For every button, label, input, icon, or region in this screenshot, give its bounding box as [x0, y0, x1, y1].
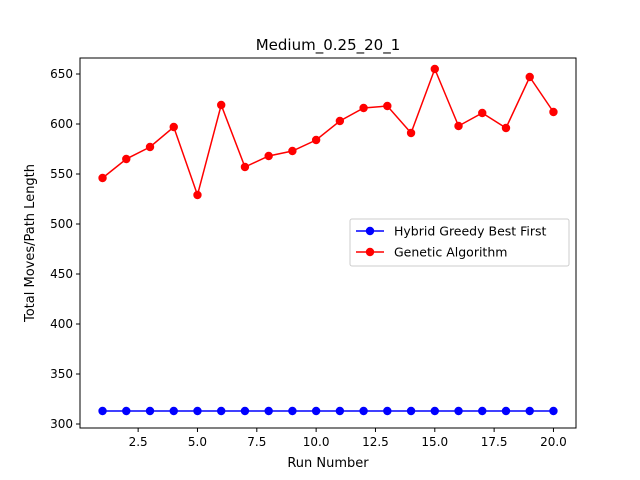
data-point [430, 64, 439, 74]
data-point [501, 406, 511, 416]
data-point [169, 406, 178, 416]
y-axis-label: Total Moves/Path Length [23, 164, 38, 323]
data-point [169, 122, 178, 132]
y-tick-label: 450 [50, 267, 73, 281]
chart-title: Medium_0.25_20_1 [256, 36, 401, 55]
y-tick-label: 650 [50, 67, 73, 81]
y-tick-label: 600 [50, 117, 73, 131]
data-point [311, 135, 321, 145]
data-point [217, 406, 226, 416]
data-point [288, 146, 297, 156]
y-tick-label: 400 [50, 317, 73, 331]
data-point [98, 173, 107, 183]
x-tick-label: 20.0 [540, 435, 567, 449]
legend-box [349, 218, 570, 267]
x-axis: 2.5 5.0 7.5 10.0 12.5 15.0 17.5 20.0 [129, 428, 567, 449]
y-axis: 300 350 400 450 500 550 600 650 [50, 67, 80, 431]
data-point [359, 406, 368, 416]
data-point [335, 116, 345, 126]
y-tick-label: 300 [50, 417, 73, 431]
data-point [549, 406, 558, 416]
legend-label: Genetic Algorithm [394, 245, 507, 260]
x-tick-label: 2.5 [129, 435, 148, 449]
data-point [430, 406, 439, 416]
x-tick-label: 15.0 [421, 435, 448, 449]
legend-marker [365, 247, 375, 257]
legend-marker [365, 226, 375, 236]
data-point [264, 151, 273, 161]
data-point [193, 190, 202, 200]
data-point [335, 406, 345, 416]
data-point [122, 154, 131, 164]
data-point [454, 121, 463, 131]
data-point [145, 406, 155, 416]
data-point [525, 406, 534, 416]
data-point [406, 406, 416, 416]
x-tick-label: 5.0 [188, 435, 207, 449]
legend: Hybrid Greedy Best First Genetic Algorith… [349, 218, 570, 267]
data-point [264, 406, 273, 416]
plot-frame [79, 57, 577, 429]
data-point [311, 406, 321, 416]
data-point [359, 103, 368, 113]
data-point [383, 406, 392, 416]
data-point [501, 123, 511, 133]
data-point [122, 406, 131, 416]
series-line-1 [102, 66, 555, 198]
data-point [240, 406, 250, 416]
data-point [383, 101, 392, 111]
x-axis-label: Run Number [287, 456, 369, 471]
data-point [288, 406, 297, 416]
x-tick-label: 10.0 [303, 435, 330, 449]
x-tick-label: 7.5 [247, 435, 266, 449]
y-tick-label: 550 [50, 167, 73, 181]
data-point [525, 72, 534, 82]
data-point [98, 406, 107, 416]
data-point [478, 406, 487, 416]
series-layer [98, 64, 558, 416]
x-tick-label: 17.5 [481, 435, 508, 449]
data-point [193, 406, 202, 416]
y-tick-label: 350 [50, 367, 73, 381]
data-point [549, 107, 558, 117]
data-point [454, 406, 463, 416]
data-point [217, 100, 226, 110]
legend-label: Hybrid Greedy Best First [394, 224, 547, 239]
x-tick-label: 12.5 [362, 435, 389, 449]
data-point [406, 128, 416, 138]
data-point [478, 108, 487, 118]
y-tick-label: 500 [50, 217, 73, 231]
data-point [145, 142, 155, 152]
data-point [240, 162, 250, 172]
